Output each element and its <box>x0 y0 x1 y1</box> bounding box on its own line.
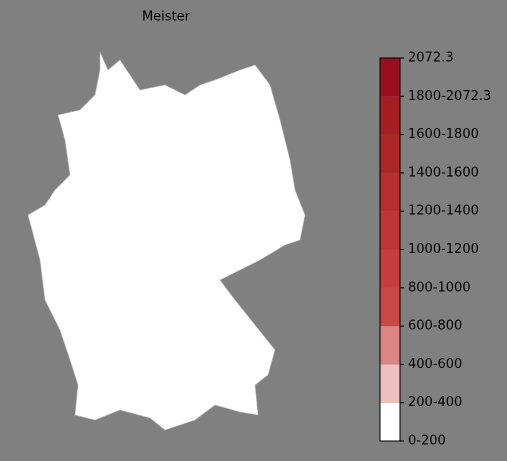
colorbar-segment <box>380 58 400 97</box>
map-title: Meister <box>142 10 191 25</box>
colorbar-label: 1400-1600 <box>408 165 479 180</box>
colorbar-segment <box>380 249 400 288</box>
colorbar-label: 600-800 <box>408 319 462 334</box>
colorbar-label: 1800-2072.3 <box>408 89 491 104</box>
colorbar-label: 2072.3 <box>408 51 454 66</box>
colorbar-segment <box>380 364 400 403</box>
colorbar: 0-200 200-400 400-600 600-800 800-1000 1000-1… <box>379 51 491 449</box>
colorbar-segment <box>380 326 400 365</box>
colorbar-label: 0-200 <box>408 434 446 449</box>
colorbar-label: 200-400 <box>408 395 462 410</box>
colorbar-label: 800-1000 <box>408 280 471 295</box>
colorbar-segment <box>380 172 400 212</box>
colorbar-label: 1200-1400 <box>408 204 479 219</box>
colorbar-label: 1000-1200 <box>408 242 479 257</box>
colorbar-segment <box>380 211 400 250</box>
colorbar-segment <box>380 134 400 173</box>
colorbar-label: 400-600 <box>408 357 462 372</box>
colorbar-label: 1600-1800 <box>408 127 479 142</box>
colorbar-segment <box>380 96 400 135</box>
colorbar-segment <box>380 287 400 327</box>
germany-outline <box>27 51 306 431</box>
colorbar-segment <box>380 402 400 441</box>
